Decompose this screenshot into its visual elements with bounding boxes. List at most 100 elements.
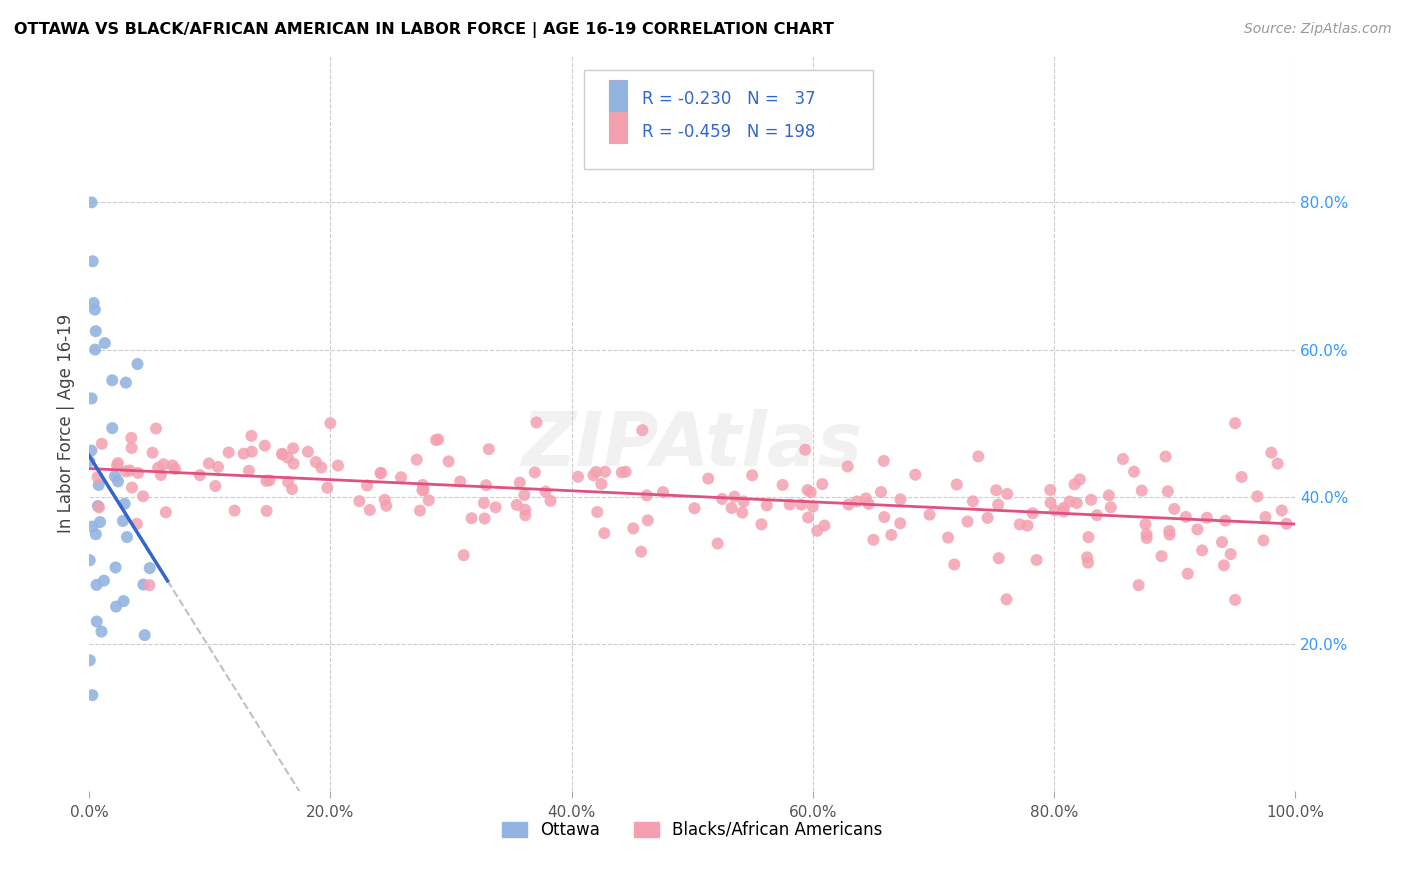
Point <box>94 336 117 351</box>
Point <box>1017 518 1039 533</box>
Point <box>475 478 498 492</box>
Point <box>806 524 828 538</box>
Point <box>145 421 167 435</box>
Point <box>873 510 896 524</box>
Point <box>1219 547 1241 561</box>
Point <box>772 478 794 492</box>
Y-axis label: In Labor Force | Age 16-19: In Labor Force | Age 16-19 <box>58 314 75 533</box>
Point <box>845 494 868 508</box>
Point <box>1076 550 1098 565</box>
Point <box>370 466 392 480</box>
FancyBboxPatch shape <box>609 112 627 143</box>
Point <box>593 465 616 479</box>
Point <box>84 527 107 541</box>
Point <box>87 499 110 513</box>
Point <box>356 478 378 492</box>
Point <box>188 468 211 483</box>
Point <box>138 561 160 575</box>
Point <box>1174 509 1197 524</box>
Point <box>240 444 263 458</box>
Point <box>107 475 129 489</box>
Point <box>1159 527 1181 541</box>
Point <box>755 499 778 513</box>
Point <box>637 513 659 527</box>
Point <box>1136 531 1159 545</box>
Point <box>936 531 959 545</box>
Point <box>796 483 818 497</box>
Point <box>198 457 221 471</box>
Point <box>105 458 128 473</box>
Point <box>1069 472 1091 486</box>
Point <box>720 500 742 515</box>
Point <box>540 493 562 508</box>
Point <box>409 503 432 517</box>
Point <box>83 296 105 310</box>
Point <box>1271 503 1294 517</box>
Point <box>1025 553 1047 567</box>
Point <box>513 502 536 516</box>
Point <box>105 599 128 614</box>
Point <box>80 195 103 210</box>
Point <box>1128 578 1150 592</box>
Point <box>132 577 155 591</box>
Point <box>82 254 104 268</box>
Point <box>1112 452 1135 467</box>
Point <box>858 497 880 511</box>
Point <box>104 560 127 574</box>
Point <box>104 469 127 483</box>
Point <box>1191 543 1213 558</box>
Point <box>873 454 896 468</box>
Point <box>509 475 531 490</box>
Point <box>82 688 104 702</box>
Point <box>515 508 537 523</box>
Point <box>254 474 277 488</box>
Point <box>904 467 927 482</box>
Point <box>956 515 979 529</box>
Point <box>1213 514 1236 528</box>
Point <box>412 483 434 497</box>
Point <box>101 421 124 435</box>
Point <box>811 477 834 491</box>
Point <box>1059 494 1081 508</box>
Point <box>1052 504 1074 518</box>
Point <box>474 511 496 525</box>
Point <box>90 624 112 639</box>
Point <box>87 500 110 515</box>
Point <box>1043 503 1066 517</box>
Point <box>118 463 141 477</box>
Point <box>1022 506 1045 520</box>
Point <box>316 481 339 495</box>
Point <box>1195 510 1218 524</box>
Point <box>636 488 658 502</box>
Point <box>610 466 633 480</box>
Point <box>683 501 706 516</box>
Point <box>460 511 482 525</box>
Point <box>204 479 226 493</box>
Point <box>513 488 536 502</box>
Point <box>813 518 835 533</box>
Point <box>132 489 155 503</box>
Point <box>967 450 990 464</box>
Point <box>1077 556 1099 570</box>
Point <box>1085 508 1108 523</box>
Point <box>1223 593 1246 607</box>
Point <box>80 519 103 533</box>
Point <box>1211 535 1233 549</box>
Point <box>79 454 101 468</box>
Point <box>995 487 1018 501</box>
Point <box>87 478 110 492</box>
Point <box>79 653 101 667</box>
Point <box>84 324 107 338</box>
Point <box>418 493 440 508</box>
Point <box>259 474 281 488</box>
Point <box>127 357 149 371</box>
Point <box>240 429 263 443</box>
Point <box>1039 496 1062 510</box>
Point <box>733 494 755 508</box>
Point <box>1154 450 1177 464</box>
Point <box>1130 483 1153 498</box>
Point <box>93 574 115 588</box>
Point <box>593 526 616 541</box>
FancyBboxPatch shape <box>609 80 627 112</box>
Point <box>794 442 817 457</box>
